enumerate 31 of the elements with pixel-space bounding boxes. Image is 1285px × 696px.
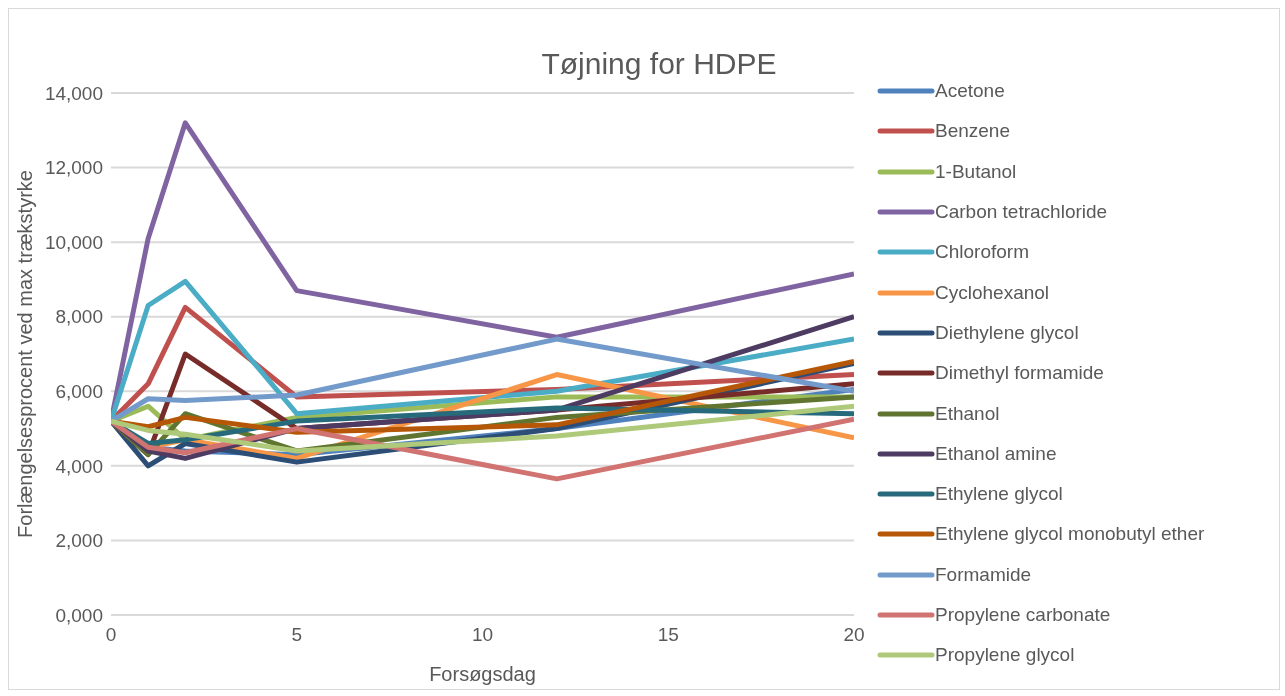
x-tick-label: 20 [843, 624, 865, 645]
y-tick-label: 4,000 [55, 455, 103, 477]
legend-label: Carbon tetrachloride [935, 201, 1108, 224]
legend-label: Ethanol [935, 402, 1000, 425]
y-tick-label: 0,000 [55, 604, 103, 626]
y-tick-label: 6,000 [55, 381, 103, 403]
x-tick-label: 15 [657, 624, 679, 645]
x-tick-label: 5 [291, 624, 303, 645]
x-axis-title: Forsøgsdag [429, 663, 536, 685]
x-tick-label: 0 [105, 624, 117, 645]
legend-label: Propylene glycol [935, 644, 1075, 667]
legend-label: Dimethyl formamide [935, 362, 1104, 385]
y-tick-label: 10,000 [44, 231, 103, 253]
y-tick-label: 2,000 [55, 530, 103, 552]
legend-label: Ethylene glycol [935, 483, 1063, 506]
chart-title: Tøjning for HDPE [540, 47, 778, 81]
legend-label: Formamide [935, 563, 1032, 586]
y-tick-label: 8,000 [55, 306, 103, 328]
y-tick-label: 12,000 [44, 157, 103, 179]
legend-label: Propylene carbonate [935, 604, 1111, 626]
legend-label: 1-Butanol [935, 160, 1017, 183]
x-tick-label: 10 [471, 624, 494, 645]
legend-label: Benzene [935, 120, 1011, 143]
legend-label: Acetone [935, 80, 1005, 103]
legend-label: Ethanol amine [935, 442, 1057, 465]
y-tick-label: 14,000 [44, 82, 103, 104]
legend-label: Chloroform [935, 241, 1029, 264]
legend-label: Diethylene glycol [935, 321, 1079, 344]
legend-label: Cyclohexanol [935, 281, 1050, 304]
y-axis-title: Forlængelsesprocent ved max trækstyrke [14, 170, 37, 538]
legend-label: Ethylene glycol monobutyl ether [935, 523, 1205, 546]
